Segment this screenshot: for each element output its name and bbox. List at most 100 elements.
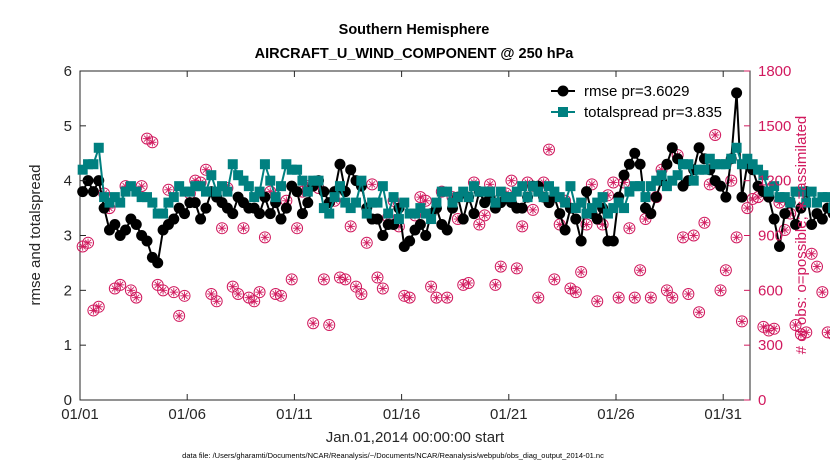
obs-possible-point <box>199 163 212 176</box>
spread-point <box>678 159 688 170</box>
obs-possible-point <box>591 295 604 308</box>
spread-point <box>211 186 222 197</box>
obs-assimilated-point <box>475 220 484 229</box>
asterisk-stroke <box>325 321 333 329</box>
spread-point <box>704 153 715 164</box>
asterisk-stroke <box>277 292 285 300</box>
spread-point <box>645 181 656 192</box>
obs-possible-point <box>634 264 647 277</box>
obs-possible-point <box>816 286 829 299</box>
spread-point <box>549 186 560 197</box>
spread-point <box>501 192 512 203</box>
obs-assimilated-point <box>132 293 141 302</box>
obs-assimilated-point <box>89 306 98 315</box>
obs-assimilated-point <box>566 284 575 293</box>
spread-point <box>308 175 319 186</box>
obs-possible-point <box>478 209 491 222</box>
obs-assimilated-point <box>217 223 227 233</box>
asterisk-stroke <box>342 276 349 283</box>
spread-point <box>136 192 147 203</box>
y-axis-label-left: rmse and totalspread <box>27 165 44 306</box>
obs-assimilated-point <box>351 282 361 291</box>
spread-point <box>720 159 731 170</box>
rmse-point <box>779 208 791 220</box>
obs-assimilated-point <box>791 320 800 330</box>
rmse-point <box>334 158 346 170</box>
spread-point <box>340 197 351 208</box>
obs-assimilated-point <box>625 223 634 233</box>
obs-possible-point <box>253 286 266 299</box>
asterisk-stroke <box>309 319 317 327</box>
obs-assimilated-point <box>716 286 725 295</box>
x-tick-label: 01/11 <box>276 406 312 423</box>
spread-point <box>393 214 404 225</box>
rmse-point <box>371 213 383 225</box>
legend-spread-marker <box>558 107 568 117</box>
spread-point <box>506 192 517 203</box>
obs-possible-point <box>355 287 368 300</box>
spread-point <box>747 159 758 170</box>
obs-possible-point <box>307 317 320 330</box>
obs-assimilated-point <box>635 266 645 275</box>
spread-point <box>635 181 646 192</box>
obs-possible-point <box>366 178 379 191</box>
spread-point <box>174 181 185 192</box>
rmse-point <box>790 219 802 231</box>
rmse-point <box>693 142 705 154</box>
y-tick-label-right: 0 <box>758 392 766 409</box>
asterisk-stroke <box>406 294 413 301</box>
asterisk-stroke <box>583 221 590 228</box>
obs-assimilated-point <box>308 319 318 328</box>
rmse-point <box>822 202 830 214</box>
obs-assimilated-point <box>319 275 329 284</box>
rmse-point <box>291 186 303 198</box>
obs-assimilated-point <box>94 302 103 311</box>
legend-spread-label: totalspread pr=3.835 <box>584 104 722 121</box>
obs-assimilated-point <box>818 287 827 297</box>
spread-point <box>195 181 206 192</box>
obs-possible-point <box>425 280 438 293</box>
obs-assimilated-point <box>802 328 811 337</box>
obs-assimilated-point <box>239 223 248 233</box>
asterisk-stroke <box>417 193 424 201</box>
rmse-point <box>302 197 314 209</box>
spread-point <box>801 197 812 208</box>
obs-assimilated-point <box>367 180 377 189</box>
asterisk-stroke <box>427 283 435 290</box>
y-tick-label-left: 6 <box>64 63 72 80</box>
obs-assimilated-point <box>609 178 618 187</box>
spread-point <box>806 186 817 197</box>
rmse-point <box>607 235 619 247</box>
obs-assimilated-point <box>684 289 693 299</box>
spread-point <box>785 197 796 208</box>
rmse-point <box>768 213 780 225</box>
asterisk-stroke <box>808 250 815 258</box>
obs-assimilated-point <box>812 262 822 271</box>
footnote: data file: /Users/gharamti/Documents/NCA… <box>182 451 604 460</box>
asterisk-stroke <box>492 281 499 289</box>
asterisk-stroke <box>690 232 698 239</box>
spread-point <box>463 192 474 203</box>
obs-possible-point <box>178 289 191 302</box>
obs-possible-point <box>612 291 625 304</box>
obs-assimilated-point <box>491 280 500 290</box>
obs-possible-point <box>698 216 711 229</box>
asterisk-stroke <box>336 274 344 281</box>
spread-point <box>485 186 496 197</box>
spread-point <box>404 208 415 219</box>
obs-assimilated-point <box>710 130 720 140</box>
chart-title: Southern Hemisphere <box>339 22 490 38</box>
obs-assimilated-point <box>153 280 162 290</box>
spread-point <box>254 186 265 197</box>
asterisk-stroke <box>679 234 687 241</box>
asterisk-stroke <box>422 197 430 205</box>
obs-possible-point <box>719 264 732 277</box>
rmse-point <box>623 158 635 170</box>
x-tick-label: 01/16 <box>383 406 421 423</box>
asterisk-stroke <box>567 285 574 292</box>
legend-rmse-label: rmse pr=3.6029 <box>584 83 689 100</box>
rmse-point <box>720 191 732 203</box>
spread-point <box>276 181 286 192</box>
x-tick-label: 01/21 <box>490 406 528 423</box>
spread-point <box>495 186 506 197</box>
